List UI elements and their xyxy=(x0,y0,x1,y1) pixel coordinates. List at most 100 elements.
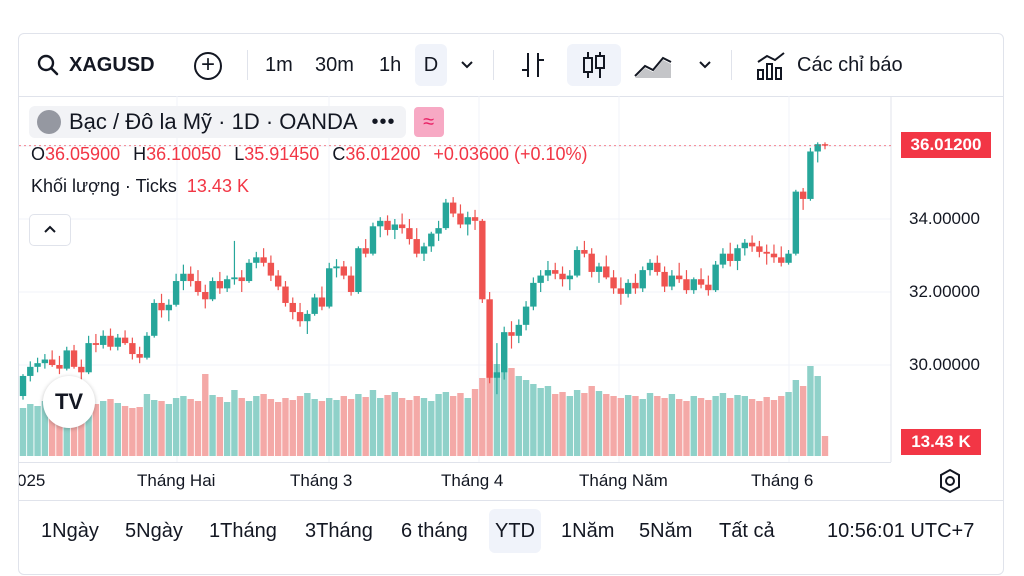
volume-bar xyxy=(807,366,814,456)
candles-style-button[interactable] xyxy=(567,44,621,86)
volume-bar xyxy=(238,398,245,456)
candle-body xyxy=(129,343,136,355)
volume-bar xyxy=(705,400,712,456)
volume-bar xyxy=(566,396,574,456)
volume-bar xyxy=(435,394,442,456)
candle-body xyxy=(41,359,49,364)
interval-1m[interactable]: 1m xyxy=(265,54,293,76)
range-1d[interactable]: 1Ngày xyxy=(41,520,99,542)
candle-body xyxy=(63,350,70,369)
volume-bar xyxy=(100,401,107,456)
chevron-down-icon[interactable] xyxy=(459,58,475,72)
volume-bar xyxy=(537,388,544,456)
volume-bar xyxy=(19,408,27,456)
candle-body xyxy=(559,273,566,280)
timezone-clock[interactable]: 10:56:01 UTC+7 xyxy=(827,520,975,542)
candle-body xyxy=(471,217,479,221)
volume-bar xyxy=(449,396,457,456)
volume-bar xyxy=(391,392,399,456)
volume-bar xyxy=(471,389,479,456)
compare-add-icon[interactable]: + xyxy=(194,52,222,80)
symbol-search-button[interactable]: XAGUSD xyxy=(69,54,155,76)
candle-body xyxy=(165,304,173,311)
volume-bar xyxy=(304,393,311,456)
candlestick-chart[interactable] xyxy=(19,34,1003,500)
x-tick-label: 025 xyxy=(18,471,46,490)
settings-icon[interactable] xyxy=(937,468,963,494)
candle-body xyxy=(799,191,807,199)
volume-bar xyxy=(420,398,428,456)
search-icon[interactable] xyxy=(37,54,59,76)
interval-30m[interactable]: 30m xyxy=(315,54,354,76)
symbol-title: Bạc / Đô la Mỹ xyxy=(69,109,213,134)
range-1y[interactable]: 1Năm xyxy=(561,520,615,542)
volume-bar xyxy=(727,398,734,456)
y-tick-label: 32.00000 xyxy=(909,282,980,301)
volume-bar xyxy=(792,380,800,456)
collapse-legend-button[interactable] xyxy=(29,214,71,246)
range-ytd[interactable]: YTD xyxy=(489,509,541,553)
symbol-interval: 1D xyxy=(231,109,260,134)
volume-bar xyxy=(202,374,209,456)
volume-bar xyxy=(398,398,406,456)
candle-body xyxy=(151,302,158,336)
low-label: L xyxy=(234,144,245,164)
candle-body xyxy=(216,281,224,289)
candle-body xyxy=(347,275,355,292)
candle-body xyxy=(632,282,639,289)
candle-body xyxy=(107,335,114,347)
candle-body xyxy=(413,239,420,254)
compare-wave-icon[interactable]: ≈ xyxy=(413,107,444,137)
candle-body xyxy=(362,248,369,254)
range-5y[interactable]: 5Năm xyxy=(639,520,693,542)
candle-body xyxy=(274,275,282,287)
candle-body xyxy=(763,251,770,254)
range-bar: 1Ngày 5Ngày 1Tháng 3Tháng 6 tháng YTD 1N… xyxy=(19,500,1003,561)
candle-body xyxy=(705,284,712,291)
volume-bar xyxy=(34,406,41,456)
volume-bar xyxy=(78,406,85,456)
x-tick-label: Tháng 4 xyxy=(441,471,504,490)
candle-body xyxy=(48,359,56,365)
candle-body xyxy=(289,302,296,313)
ohlc-values: O36.05900 H36.10050 L35.91450 C36.01200 … xyxy=(31,144,596,165)
silver-symbol-icon xyxy=(37,110,61,134)
volume-bar xyxy=(194,401,202,456)
candle-body xyxy=(85,343,92,373)
candle-body xyxy=(296,312,304,322)
range-1m[interactable]: 1Tháng xyxy=(209,520,277,542)
candle-body xyxy=(639,270,646,289)
range-5d[interactable]: 5Ngày xyxy=(125,520,183,542)
volume-bar xyxy=(143,394,151,456)
volume-bar xyxy=(683,401,690,456)
interval-d-active[interactable]: D xyxy=(415,44,447,86)
volume-bar xyxy=(165,404,173,456)
candle-body xyxy=(158,302,165,311)
symbol-title-pill[interactable]: Bạc / Đô la Mỹ · 1D · OANDA ••• xyxy=(29,106,406,138)
range-3m[interactable]: 3Tháng xyxy=(305,520,373,542)
volume-bar xyxy=(559,392,566,456)
volume-bar xyxy=(223,402,231,456)
indicators-icon[interactable] xyxy=(755,50,787,82)
chevron-up-icon xyxy=(44,225,56,233)
x-tick-label: Tháng Năm xyxy=(579,471,668,490)
range-6m[interactable]: 6 tháng xyxy=(401,520,468,542)
range-all[interactable]: Tất cả xyxy=(719,520,775,542)
chevron-down-icon[interactable] xyxy=(697,58,713,72)
candle-body xyxy=(501,332,508,373)
tradingview-logo[interactable]: TV xyxy=(43,376,95,428)
candle-body xyxy=(727,253,734,261)
bar-chart-style-icon[interactable] xyxy=(519,50,547,80)
area-chart-icon[interactable] xyxy=(633,52,673,80)
volume-bar xyxy=(136,407,143,456)
candle-body xyxy=(121,337,129,344)
interval-1h[interactable]: 1h xyxy=(379,54,402,76)
candle-body xyxy=(573,250,581,276)
more-dots-icon[interactable]: ••• xyxy=(371,110,396,133)
candle-body xyxy=(683,279,690,291)
candle-body xyxy=(180,273,187,282)
indicators-button[interactable]: Các chỉ báo xyxy=(797,54,903,76)
volume-bar xyxy=(172,398,180,456)
volume-bar xyxy=(63,403,70,456)
volume-bar xyxy=(581,393,588,456)
